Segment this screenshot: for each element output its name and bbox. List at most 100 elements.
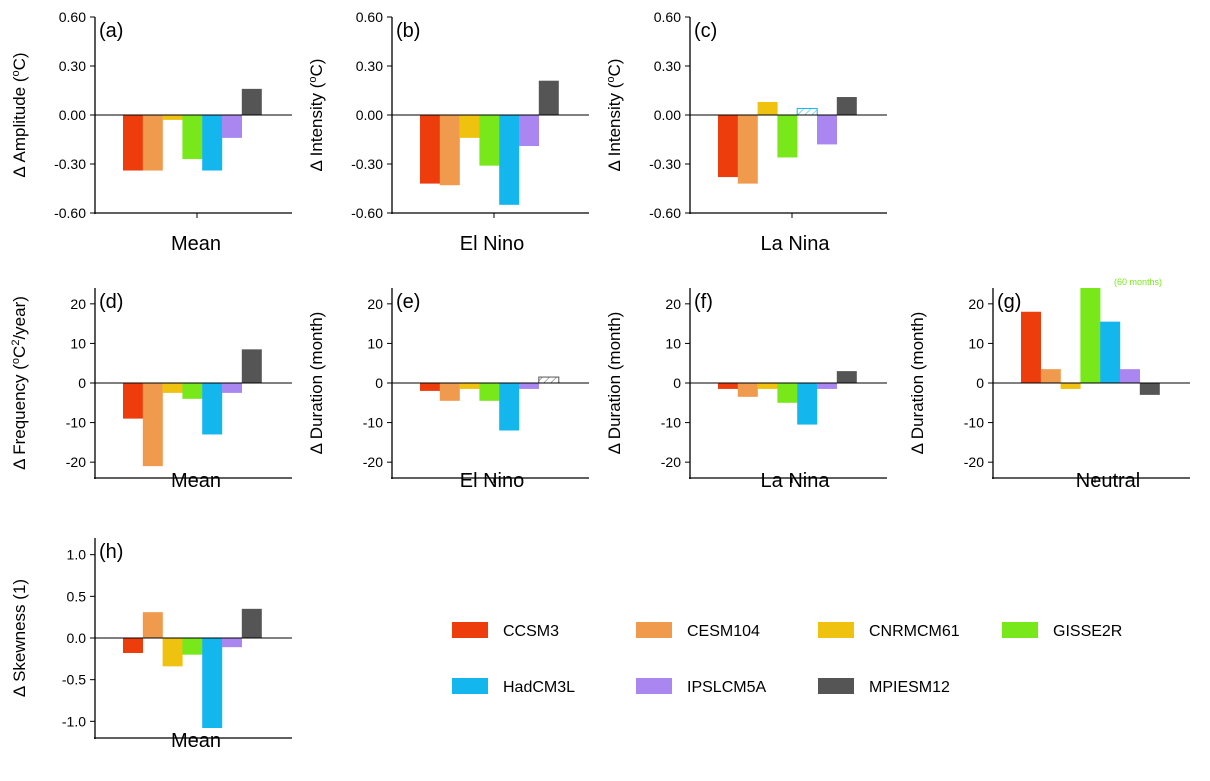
- y-label-text: Δ Duration (month): [908, 312, 927, 455]
- panel-a: 0.60 0.30 0.00 -0.30 -0.60 (a) Mean Δ Amplitude…: [10, 9, 292, 255]
- legend-label: CCSM3: [503, 623, 559, 640]
- y-label-text: Δ Skewness (1): [10, 579, 29, 697]
- bar-cesm104: [737, 115, 758, 184]
- legend-item-hadcm3l: HadCM3L: [452, 678, 575, 696]
- y-tick-label: 0.60: [356, 9, 383, 25]
- legend-label: MPIESM12: [869, 679, 950, 696]
- y-label-text: Δ Intensity (: [605, 82, 624, 171]
- panel-h: 1.0 0.5 0.0 -0.5 -1.0 (h) Mean Δ Skewness (1): [10, 538, 292, 752]
- y-tick-label: 0.00: [654, 107, 681, 123]
- bar-ccsm3: [718, 383, 738, 389]
- panel-d: 20 10 0 -10 -20 (d) Mean Δ Frequency (oC2/year): [10, 288, 292, 492]
- legend-label: IPSLCM5A: [687, 679, 766, 696]
- y-axis-label: Δ Duration (month): [908, 312, 927, 455]
- bar-ccsm3: [123, 638, 143, 653]
- bar-ccsm3: [123, 383, 143, 419]
- y-axis-label: Δ Intensity (oC): [307, 59, 326, 172]
- legend-label: GISSE2R: [1053, 623, 1122, 640]
- bar-ipslcm5a: [1120, 369, 1140, 383]
- bar-cesm104: [1040, 369, 1061, 383]
- y-label-text: Δ Frequency (: [10, 364, 29, 470]
- bar-ipslcm5a: [222, 115, 242, 138]
- bar-hadcm3l: [202, 383, 223, 435]
- y-tick-label: 20: [367, 296, 383, 312]
- y-tick-label: -10: [363, 415, 383, 431]
- y-label-text: C: [10, 346, 29, 358]
- bar-ipslcm5a: [817, 383, 837, 389]
- bar-cesm104: [439, 115, 460, 186]
- legend-swatch: [452, 678, 488, 694]
- bar-cnrmcm61: [459, 115, 480, 138]
- y-tick-label: 10: [968, 335, 984, 351]
- bar-cnrmcm61: [162, 383, 183, 393]
- bar-hadcm3l: [499, 115, 520, 205]
- legend-item-mpiesm12: MPIESM12: [818, 678, 950, 696]
- y-label-text: C): [10, 52, 29, 70]
- x-axis-label: Mean: [171, 233, 221, 255]
- y-tick-label: -0.60: [54, 205, 86, 221]
- y-label-text: C): [307, 59, 326, 77]
- bar-ipslcm5a: [817, 115, 837, 145]
- bar-hadcm3l: [202, 638, 223, 728]
- y-tick-label: -20: [66, 454, 86, 470]
- legend-item-cesm104: CESM104: [636, 622, 760, 640]
- y-tick-label: -0.30: [649, 156, 681, 172]
- x-axis-label: Mean: [171, 730, 221, 752]
- y-tick-label: -0.60: [649, 205, 681, 221]
- x-axis-label: El Nino: [460, 470, 524, 492]
- y-tick-label: 0: [673, 375, 681, 391]
- y-tick-label: 0: [976, 375, 984, 391]
- bar-cnrmcm61: [757, 101, 778, 115]
- y-tick-label: 20: [968, 296, 984, 312]
- bar-ipslcm5a: [519, 383, 539, 389]
- y-tick-label: 0.0: [67, 630, 87, 646]
- legend-swatch: [818, 622, 854, 638]
- y-tick-label: -0.60: [351, 205, 383, 221]
- x-axis-label: La Nina: [761, 233, 831, 255]
- y-tick-label: 10: [665, 335, 681, 351]
- legend-label: CNRMCM61: [869, 623, 960, 640]
- bar-hadcm3l: [202, 115, 223, 171]
- panel-label: (h): [99, 541, 123, 563]
- y-tick-label: 0.60: [59, 9, 86, 25]
- panel-label: (d): [99, 291, 123, 313]
- panel-label: (e): [396, 291, 420, 313]
- y-tick-label: 0: [375, 375, 383, 391]
- y-tick-label: 20: [70, 296, 86, 312]
- y-tick-label: 0.5: [67, 588, 87, 604]
- y-label-text: Δ Intensity (: [307, 82, 326, 171]
- legend-swatch: [636, 622, 672, 638]
- legend-label: HadCM3L: [503, 679, 575, 696]
- bar-ccsm3: [420, 115, 440, 184]
- bar-cnrmcm61: [162, 115, 183, 120]
- bar-gisse2r: [777, 115, 798, 158]
- bar-hadcm3l: [1100, 321, 1121, 383]
- y-label-superscript: o: [10, 70, 22, 76]
- y-tick-label: 20: [665, 296, 681, 312]
- bar-cnrmcm61: [757, 383, 778, 389]
- y-tick-label: 0: [78, 375, 86, 391]
- bar-ccsm3: [1021, 311, 1041, 383]
- y-label-text: Δ Duration (month): [307, 312, 326, 455]
- bar-cesm104: [142, 115, 163, 171]
- y-tick-label: 0.30: [59, 58, 86, 74]
- y-tick-label: 0.00: [59, 107, 86, 123]
- y-axis-label: Δ Intensity (oC): [605, 59, 624, 172]
- bar-mpiesm12: [836, 97, 857, 115]
- y-axis-label: Δ Amplitude (oC): [10, 52, 29, 177]
- y-tick-label: -20: [661, 454, 681, 470]
- panel-f: 20 10 0 -10 -20 (f) La Nina Δ Duration (month): [605, 288, 887, 492]
- bar-hadcm3l: [499, 383, 520, 431]
- y-axis-label: Δ Frequency (oC2/year): [10, 296, 29, 470]
- bar-mpiesm12: [241, 349, 262, 383]
- y-label-text: C): [605, 59, 624, 77]
- y-label-text: Δ Duration (month): [605, 312, 624, 455]
- y-tick-label: 10: [367, 335, 383, 351]
- bar-ccsm3: [718, 115, 738, 178]
- bar-cesm104: [142, 612, 163, 638]
- y-label-text: /year): [10, 296, 29, 339]
- bar-mpiesm12: [241, 88, 262, 115]
- bar-gisse2r: [479, 383, 500, 401]
- y-label-superscript: 2: [10, 340, 22, 346]
